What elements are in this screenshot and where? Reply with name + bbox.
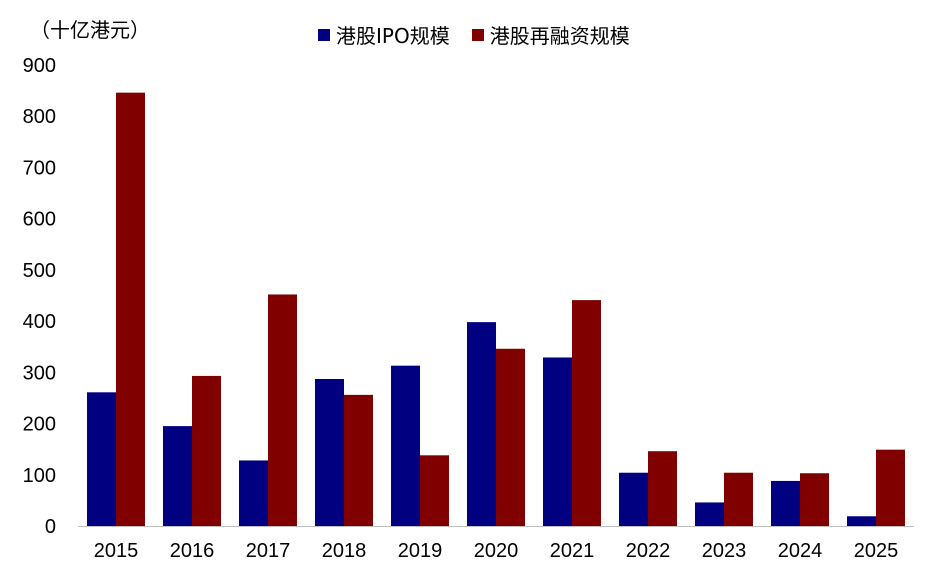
bar-refinancing [268,294,297,526]
y-tick-label: 600 [23,209,56,231]
y-tick-label: 300 [23,362,56,384]
bar-refinancing [876,449,905,526]
bar-refinancing [116,92,145,526]
bar-ipo [315,378,344,526]
bar-refinancing [572,300,601,526]
legend-item-ipo: 港股IPO规模 [318,20,450,49]
bar-refinancing [420,455,449,526]
bar-ipo [467,322,496,526]
x-tick-label: 2019 [398,540,443,562]
bar-ipo [771,480,800,526]
x-tick-label: 2016 [170,540,215,562]
legend-swatch-ipo [318,28,330,41]
bar-ipo [163,426,192,526]
x-tick-label: 2022 [626,540,671,562]
bar-refinancing [724,472,753,526]
bar-ipo [619,472,648,526]
bar-ipo [543,357,572,526]
y-tick-label: 800 [23,106,56,128]
legend-label-ipo: 港股IPO规模 [336,24,450,48]
x-tick-label: 2017 [246,540,291,562]
legend-swatch-refinancing [471,28,484,41]
bar-ipo [87,392,116,526]
bar-ipo [391,365,420,526]
legend: 港股IPO规模 港股再融资规模 [318,20,652,49]
y-tick-label: 0 [45,516,56,538]
legend-label-refinancing: 港股再融资规模 [489,24,630,48]
bar-refinancing [496,348,525,526]
bar-ipo [695,502,724,526]
x-tick-label: 2018 [322,540,367,562]
x-tick-label: 2021 [550,540,595,562]
y-tick-label: 100 [23,465,56,487]
y-tick-label: 900 [23,55,56,77]
y-tick-label: 400 [23,311,56,333]
bar-refinancing [192,375,221,526]
bar-ipo [239,460,268,526]
y-axis-unit-label: （十亿港元） [30,18,150,42]
x-tick-label: 2015 [94,540,139,562]
x-tick-label: 2023 [702,540,747,562]
x-tick-label: 2025 [854,540,899,562]
bar-refinancing [800,473,829,526]
bar-refinancing [648,451,677,526]
legend-item-refinancing: 港股再融资规模 [471,20,630,49]
bar-refinancing [344,394,373,526]
bar-ipo [847,516,876,526]
x-tick-label: 2020 [474,540,519,562]
y-tick-label: 500 [23,260,56,282]
y-tick-label: 700 [23,157,56,179]
x-tick-label: 2024 [778,540,823,562]
y-tick-label: 200 [23,414,56,436]
